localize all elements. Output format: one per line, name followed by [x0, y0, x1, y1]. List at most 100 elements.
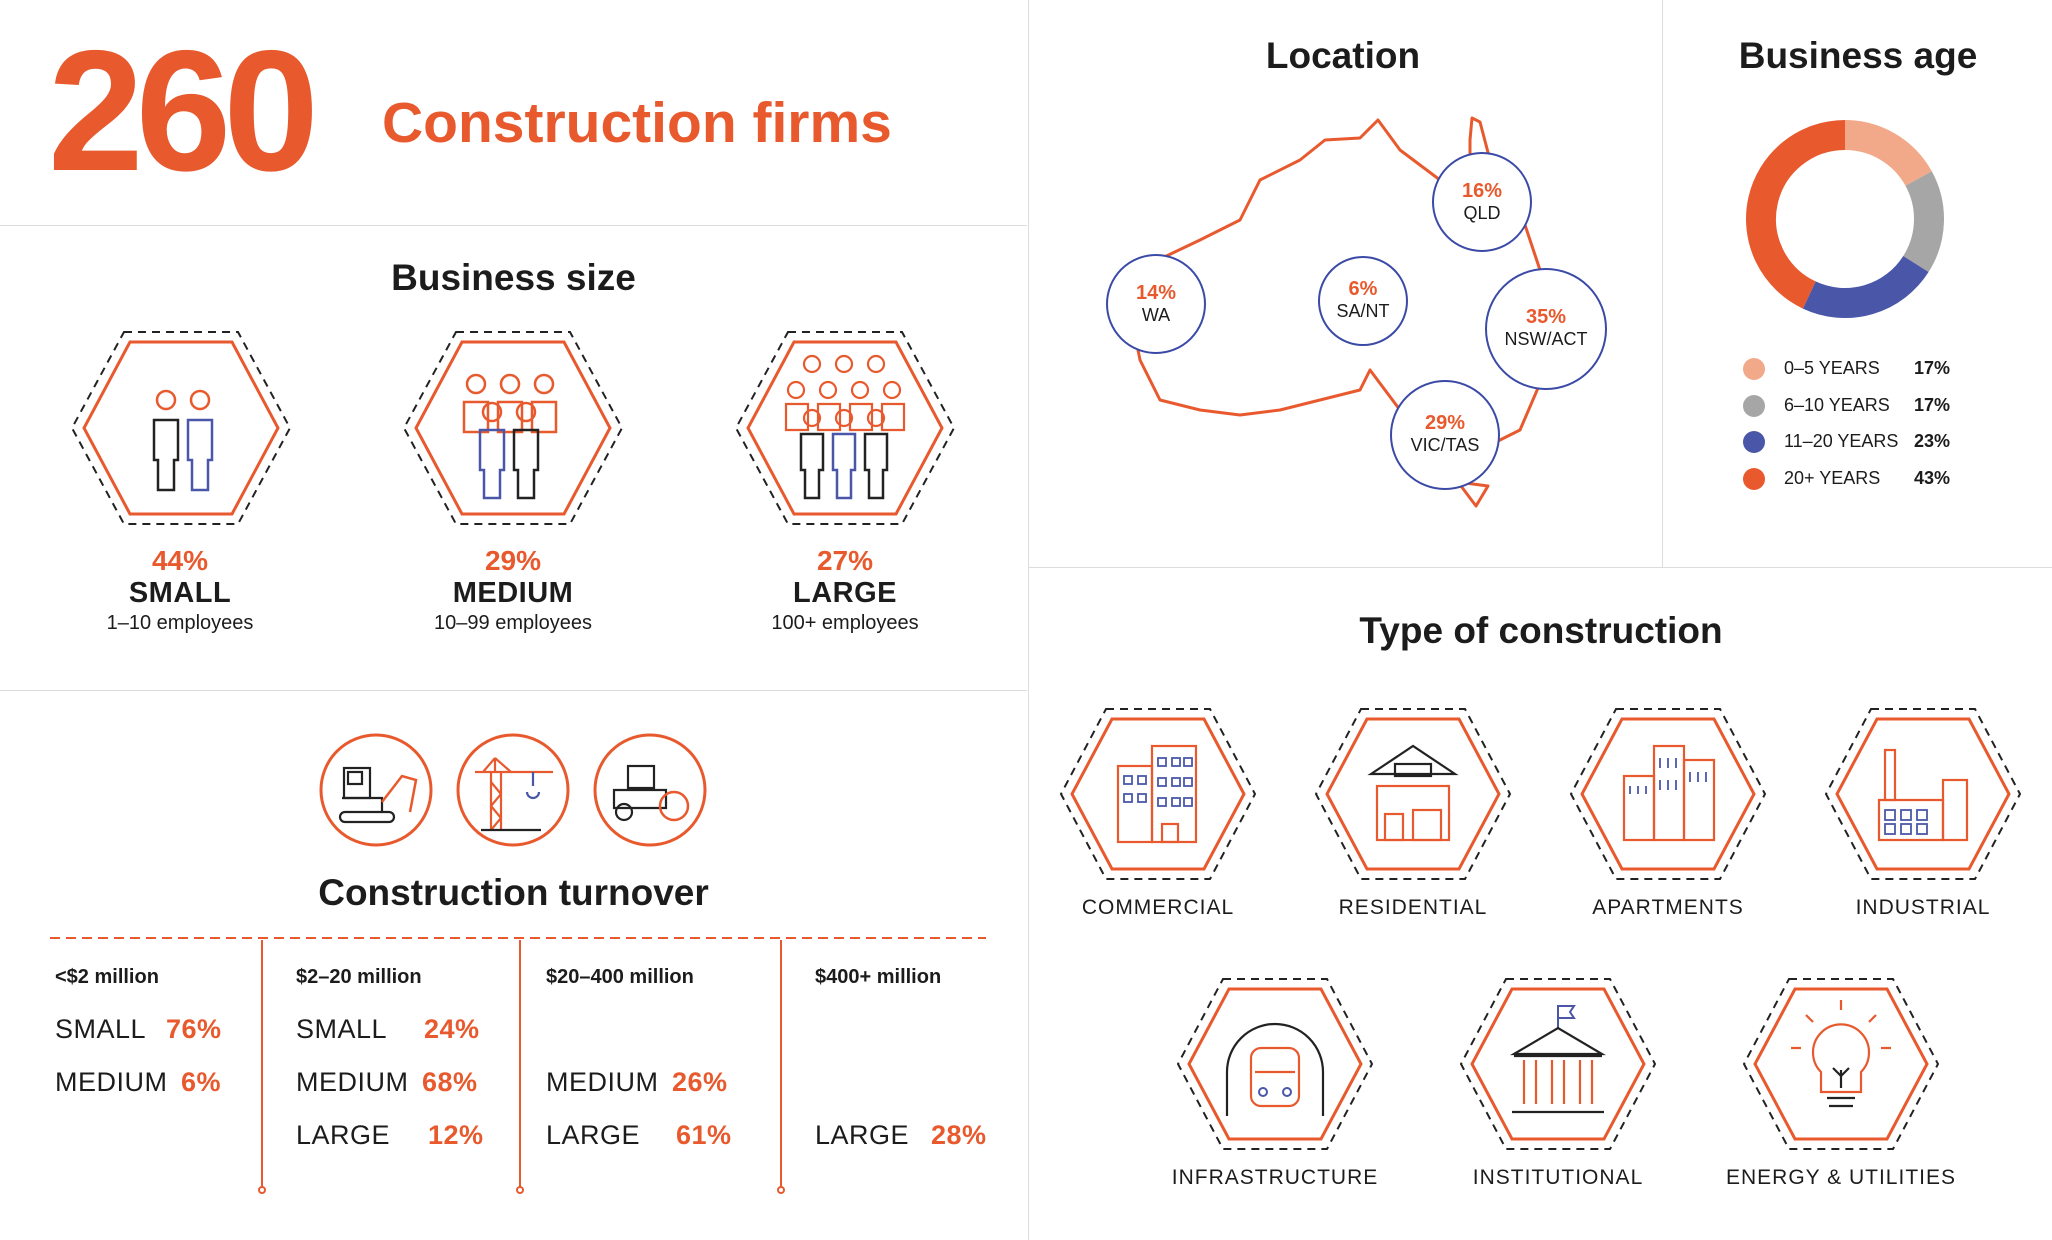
region-sa-nt: 6% SA/NT	[1318, 256, 1408, 346]
turnover-row: MEDIUM 26%	[546, 1067, 727, 1098]
size-item-large: 27% LARGE 100+ employees	[725, 545, 965, 635]
size-pct: 29%	[484, 545, 542, 576]
donut-segment-3	[1746, 120, 1846, 309]
region-qld: 16% QLD	[1432, 152, 1532, 252]
turnover-row-label: SMALL	[296, 1014, 388, 1044]
turnover-row: SMALL 24%	[296, 1014, 479, 1045]
train-tunnel-icon	[1176, 978, 1374, 1150]
institution-building-icon	[1459, 978, 1657, 1150]
size-sub: 100+ employees	[771, 612, 919, 634]
region-pct: 14%	[1135, 282, 1177, 304]
size-name: MEDIUM	[452, 577, 574, 609]
turnover-head-2: $2–20 million	[296, 966, 422, 988]
turnover-row-pct: 76%	[166, 1014, 222, 1044]
factory-icon	[1824, 708, 2022, 880]
turnover-row: MEDIUM 6%	[55, 1067, 221, 1098]
firm-count-label: Construction firms	[382, 91, 892, 155]
legend-pct: 17%	[1914, 395, 1951, 415]
region-pct: 6%	[1348, 278, 1378, 300]
type-label: INFRASTRUCTURE	[1171, 1166, 1379, 1189]
size-pct: 27%	[816, 545, 874, 576]
region-pct: 35%	[1525, 306, 1567, 328]
business-age-donut	[1746, 120, 1944, 318]
region-pct: 29%	[1424, 412, 1466, 434]
turnover-head-1: <$2 million	[55, 966, 159, 988]
legend-label: 20+ YEARS	[1784, 468, 1881, 488]
apartments-icon	[1569, 708, 1767, 880]
turnover-row-pct: 6%	[181, 1067, 222, 1097]
turnover-head-3: $20–400 million	[546, 966, 694, 988]
turnover-head-4: $400+ million	[815, 966, 942, 988]
size-sub: 10–99 employees	[434, 612, 592, 634]
business-size-title: Business size	[391, 257, 636, 298]
turnover-row-label: SMALL	[55, 1014, 147, 1044]
legend-pct: 23%	[1914, 431, 1951, 451]
divider-right-middle	[1029, 567, 2052, 568]
firm-count: 260	[48, 15, 319, 207]
location-title: Location	[1265, 35, 1421, 76]
turnover-grid	[50, 937, 986, 1194]
turnover-row-pct: 28%	[931, 1120, 987, 1150]
turnover-row-pct: 68%	[422, 1067, 478, 1097]
region-wa: 14% WA	[1106, 254, 1206, 354]
legend-swatch	[1743, 431, 1765, 453]
region-name: QLD	[1463, 203, 1501, 223]
size-name: SMALL	[128, 577, 232, 609]
size-item-small: 44% SMALL 1–10 employees	[60, 545, 300, 635]
donut-segment-2	[1802, 255, 1929, 318]
size-name: LARGE	[793, 577, 897, 609]
type-label: APARTMENTS	[1592, 896, 1744, 919]
turnover-row: MEDIUM 68%	[296, 1067, 477, 1098]
donut-segment-0	[1844, 120, 1932, 187]
region-name: VIC/TAS	[1410, 435, 1480, 455]
divider-size-turnover	[0, 690, 1027, 691]
type-label: RESIDENTIAL	[1338, 896, 1488, 919]
light-bulb-icon	[1742, 978, 1940, 1150]
turnover-row-pct: 61%	[676, 1120, 732, 1150]
legend-pct: 17%	[1914, 358, 1951, 378]
type-label: INDUSTRIAL	[1855, 896, 1991, 919]
legend-swatch	[1743, 358, 1765, 380]
office-building-icon	[1059, 708, 1257, 880]
crane-icon	[456, 733, 570, 847]
turnover-row: LARGE 12%	[296, 1120, 483, 1151]
divider-main-vertical	[1028, 0, 1029, 1240]
region-name: SA/NT	[1336, 301, 1390, 321]
small-team-icon	[70, 331, 292, 525]
region-name: WA	[1141, 305, 1171, 325]
divider-header	[0, 225, 1027, 226]
region-nsw-act: 35% NSW/ACT	[1485, 268, 1607, 390]
size-item-medium: 29% MEDIUM 10–99 employees	[393, 545, 633, 635]
turnover-row: LARGE 61%	[546, 1120, 731, 1151]
turnover-row-pct: 12%	[428, 1120, 484, 1150]
turnover-row: LARGE 28%	[815, 1120, 986, 1151]
turnover-row-pct: 24%	[424, 1014, 480, 1044]
type-label: COMMERCIAL	[1081, 896, 1235, 919]
size-sub: 1–10 employees	[106, 612, 254, 634]
turnover-title: Construction turnover	[318, 872, 709, 913]
turnover-row-label: MEDIUM	[296, 1067, 409, 1097]
house-icon	[1314, 708, 1512, 880]
legend-label: 6–10 YEARS	[1784, 395, 1890, 415]
divider-location-age	[1662, 0, 1663, 567]
type-label: INSTITUTIONAL	[1472, 1166, 1644, 1189]
legend-label: 11–20 YEARS	[1784, 431, 1899, 451]
excavator-icon	[319, 733, 433, 847]
donut-segment-1	[1902, 171, 1944, 273]
turnover-row-label: LARGE	[815, 1120, 910, 1150]
turnover-row-label: MEDIUM	[55, 1067, 168, 1097]
large-team-icon	[734, 331, 956, 525]
legend-swatch	[1743, 468, 1765, 490]
region-name: NSW/ACT	[1504, 329, 1588, 349]
turnover-row-pct: 26%	[672, 1067, 728, 1097]
road-roller-icon	[593, 733, 707, 847]
construction-type-title: Type of construction	[1359, 610, 1723, 651]
legend-label: 0–5 YEARS	[1784, 358, 1880, 378]
medium-team-icon	[402, 331, 624, 525]
legend-pct: 43%	[1914, 468, 1951, 488]
size-pct: 44%	[151, 545, 209, 576]
turnover-row-label: LARGE	[546, 1120, 641, 1150]
business-age-title: Business age	[1738, 35, 1978, 76]
type-label: ENERGY & UTILITIES	[1726, 1166, 1956, 1189]
turnover-row: SMALL 76%	[55, 1014, 221, 1045]
